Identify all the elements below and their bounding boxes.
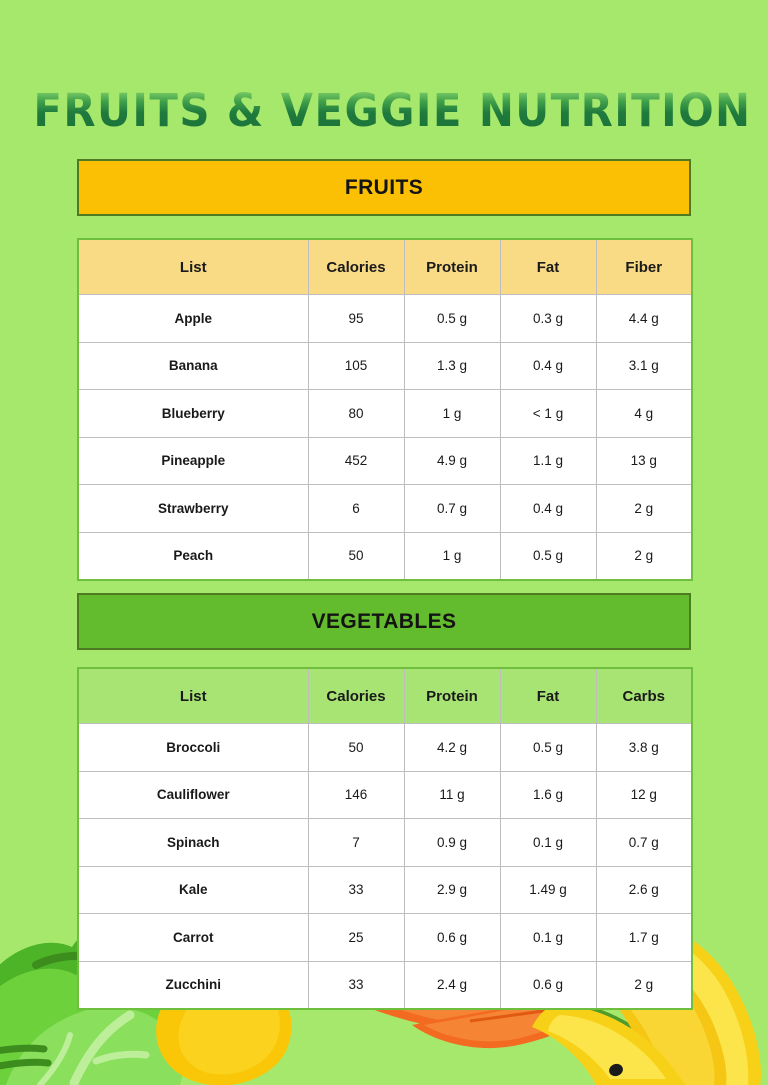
cell-fiber: 4 g xyxy=(595,389,693,438)
cell-fat: 0.6 g xyxy=(499,960,597,1010)
cell-name: Zucchini xyxy=(77,960,309,1010)
cell-protein: 1 g xyxy=(403,531,501,581)
nutrition-table-vegetables: List Calories Protein Fat Carbs Broccoli… xyxy=(77,667,693,1010)
cell-calories: 7 xyxy=(307,818,405,867)
column-header-fat: Fat xyxy=(499,667,597,724)
cell-fat: < 1 g xyxy=(499,389,597,438)
cell-protein: 0.6 g xyxy=(403,913,501,962)
cell-protein: 0.5 g xyxy=(403,294,501,343)
table-row: Strawberry 6 0.7 g 0.4 g 2 g xyxy=(77,484,693,533)
cell-name: Pineapple xyxy=(77,436,309,485)
column-header-calories: Calories xyxy=(307,667,405,724)
cell-calories: 452 xyxy=(307,436,405,485)
table-header-row: List Calories Protein Fat Carbs xyxy=(77,667,693,724)
cell-carbs: 12 g xyxy=(595,770,693,819)
cell-name: Banana xyxy=(77,341,309,390)
section-banner-vegetables: VEGETABLES xyxy=(77,593,691,650)
cell-calories: 33 xyxy=(307,960,405,1010)
table-row: Carrot 25 0.6 g 0.1 g 1.7 g xyxy=(77,913,693,962)
cell-fiber: 3.1 g xyxy=(595,341,693,390)
cell-calories: 25 xyxy=(307,913,405,962)
cell-carbs: 2 g xyxy=(595,960,693,1010)
column-header-fiber: Fiber xyxy=(595,238,693,295)
cell-name: Kale xyxy=(77,865,309,914)
cell-name: Apple xyxy=(77,294,309,343)
table-row: Peach 50 1 g 0.5 g 2 g xyxy=(77,531,693,581)
section-banner-fruits: FRUITS xyxy=(77,159,691,216)
cell-fat: 1.1 g xyxy=(499,436,597,485)
cell-name: Cauliflower xyxy=(77,770,309,819)
cell-fiber: 13 g xyxy=(595,436,693,485)
cell-name: Blueberry xyxy=(77,389,309,438)
table-header-row: List Calories Protein Fat Fiber xyxy=(77,238,693,295)
table-row: Spinach 7 0.9 g 0.1 g 0.7 g xyxy=(77,818,693,867)
cell-fat: 0.1 g xyxy=(499,818,597,867)
column-header-fat: Fat xyxy=(499,238,597,295)
cell-fat: 0.5 g xyxy=(499,531,597,581)
cell-protein: 2.4 g xyxy=(403,960,501,1010)
cell-calories: 80 xyxy=(307,389,405,438)
column-header-protein: Protein xyxy=(403,238,501,295)
cell-name: Broccoli xyxy=(77,723,309,772)
cell-name: Peach xyxy=(77,531,309,581)
column-header-carbs: Carbs xyxy=(595,667,693,724)
table-row: Broccoli 50 4.2 g 0.5 g 3.8 g xyxy=(77,723,693,772)
column-header-calories: Calories xyxy=(307,238,405,295)
table-row: Kale 33 2.9 g 1.49 g 2.6 g xyxy=(77,865,693,914)
page-title-container: FRUITS & VEGGIE NUTRITION GUIDE xyxy=(0,58,768,163)
cell-carbs: 1.7 g xyxy=(595,913,693,962)
cell-fat: 0.4 g xyxy=(499,484,597,533)
cell-fat: 0.4 g xyxy=(499,341,597,390)
cell-protein: 2.9 g xyxy=(403,865,501,914)
column-header-list: List xyxy=(77,667,309,724)
cell-protein: 0.7 g xyxy=(403,484,501,533)
cell-protein: 1.3 g xyxy=(403,341,501,390)
cell-name: Strawberry xyxy=(77,484,309,533)
table-row: Zucchini 33 2.4 g 0.6 g 2 g xyxy=(77,960,693,1010)
cell-calories: 146 xyxy=(307,770,405,819)
section-banner-label-fruits: FRUITS xyxy=(344,175,424,199)
cell-fiber: 2 g xyxy=(595,531,693,581)
table-row: Blueberry 80 1 g < 1 g 4 g xyxy=(77,389,693,438)
cell-protein: 1 g xyxy=(403,389,501,438)
section-banner-label-vegetables: VEGETABLES xyxy=(311,609,457,633)
cell-fat: 1.6 g xyxy=(499,770,597,819)
cell-carbs: 2.6 g xyxy=(595,865,693,914)
table-row: Banana 105 1.3 g 0.4 g 3.1 g xyxy=(77,341,693,390)
table-row: Apple 95 0.5 g 0.3 g 4.4 g xyxy=(77,294,693,343)
cell-protein: 0.9 g xyxy=(403,818,501,867)
cell-fat: 0.5 g xyxy=(499,723,597,772)
cell-protein: 4.2 g xyxy=(403,723,501,772)
cell-fat: 0.3 g xyxy=(499,294,597,343)
cell-protein: 4.9 g xyxy=(403,436,501,485)
nutrition-table-fruits: List Calories Protein Fat Fiber Apple 95… xyxy=(77,238,693,581)
column-header-protein: Protein xyxy=(403,667,501,724)
cell-fat: 0.1 g xyxy=(499,913,597,962)
cell-calories: 105 xyxy=(307,341,405,390)
cell-calories: 33 xyxy=(307,865,405,914)
column-header-list: List xyxy=(77,238,309,295)
cell-fiber: 4.4 g xyxy=(595,294,693,343)
cell-calories: 50 xyxy=(307,531,405,581)
cell-name: Spinach xyxy=(77,818,309,867)
cell-protein: 11 g xyxy=(403,770,501,819)
cell-fiber: 2 g xyxy=(595,484,693,533)
cell-calories: 50 xyxy=(307,723,405,772)
table-row: Pineapple 452 4.9 g 1.1 g 13 g xyxy=(77,436,693,485)
cell-calories: 95 xyxy=(307,294,405,343)
cell-carbs: 0.7 g xyxy=(595,818,693,867)
cell-calories: 6 xyxy=(307,484,405,533)
cell-fat: 1.49 g xyxy=(499,865,597,914)
table-row: Cauliflower 146 11 g 1.6 g 12 g xyxy=(77,770,693,819)
cell-carbs: 3.8 g xyxy=(595,723,693,772)
cell-name: Carrot xyxy=(77,913,309,962)
page-title: FRUITS & VEGGIE NUTRITION GUIDE xyxy=(33,88,768,133)
